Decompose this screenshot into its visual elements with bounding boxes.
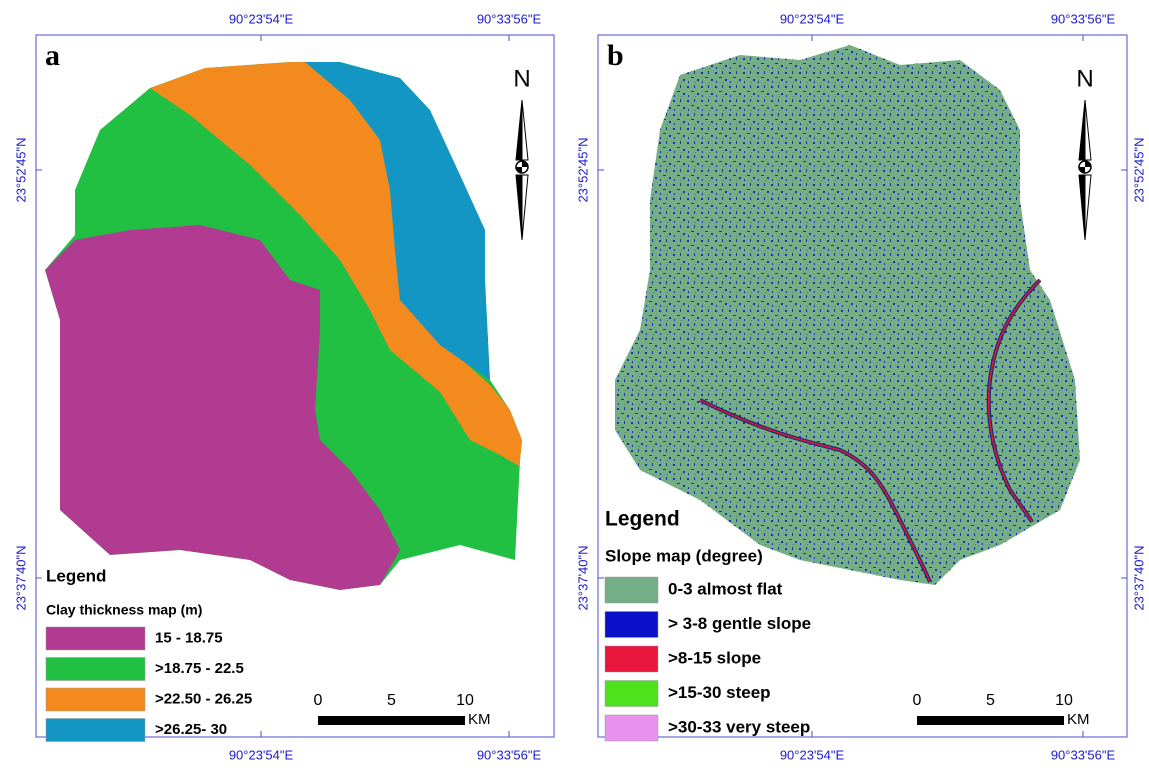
coord-label: 23°37'40"N — [1131, 545, 1146, 610]
coord-label: 23°37'40"N — [575, 545, 590, 610]
legend-swatch — [605, 577, 658, 603]
coord-label: 90°23'54"E — [780, 11, 845, 26]
scale-tick: 0 — [314, 692, 323, 709]
legend-label: >22.50 - 26.25 — [155, 690, 252, 707]
north-arrow — [1079, 175, 1085, 240]
north-arrow — [522, 100, 528, 160]
legend-swatch — [605, 646, 658, 672]
coord-label: 90°23'54"E — [780, 747, 845, 762]
north-arrow — [1085, 100, 1091, 160]
north-arrow — [1079, 100, 1085, 160]
scale-tick: 10 — [1055, 692, 1073, 709]
coord-label: 90°23'54"E — [229, 747, 294, 762]
scale-unit: KM — [1067, 711, 1090, 728]
legend-label: 15 - 18.75 — [155, 629, 223, 646]
legend-title: Legend — [46, 566, 106, 585]
panel-label: b — [607, 39, 624, 72]
coord-label: 23°52'45"N — [575, 137, 590, 202]
legend-label: > 3-8 gentle slope — [668, 614, 811, 633]
north-arrow — [516, 175, 522, 240]
panel-label: a — [45, 39, 60, 72]
scale-bar — [318, 716, 465, 725]
page: 90°23'54"E 90°33'56"E 90°23'54"E 90°33'56"E… — [0, 0, 1149, 772]
legend-swatch — [605, 715, 658, 741]
scale-tick: 10 — [456, 692, 474, 709]
coord-label: 23°52'45"N — [1131, 137, 1146, 202]
north-label: N — [1076, 65, 1093, 92]
north-label: N — [513, 65, 530, 92]
legend-label: >26.25- 30 — [155, 721, 227, 738]
legend-label: >15-30 steep — [668, 683, 771, 702]
legend-label: 0-3 almost flat — [668, 579, 783, 598]
north-arrow — [522, 175, 528, 240]
figure: 90°23'54"E 90°33'56"E 90°23'54"E 90°33'56"E… — [0, 0, 1149, 772]
legend-swatch — [46, 658, 145, 681]
legend-swatch — [46, 627, 145, 650]
coord-label: 90°33'56"E — [1051, 747, 1116, 762]
scale-tick: 0 — [913, 692, 922, 709]
legend-label: >30-33 very steep — [668, 717, 810, 736]
coord-label: 90°33'56"E — [477, 11, 542, 26]
legend-subtitle: Slope map (degree) — [605, 546, 763, 565]
scale-unit: KM — [468, 711, 491, 728]
legend-swatch — [46, 688, 145, 711]
north-arrow — [516, 100, 522, 160]
coord-label: 90°33'56"E — [477, 747, 542, 762]
coord-label: 23°52'45"N — [13, 137, 28, 202]
legend-swatch — [605, 612, 658, 638]
scale-bar — [917, 716, 1064, 725]
legend-swatch — [46, 719, 145, 742]
legend-subtitle: Clay thickness map (m) — [46, 602, 202, 618]
scale-tick: 5 — [387, 692, 396, 709]
coord-label: 90°23'54"E — [229, 11, 294, 26]
scale-tick: 5 — [986, 692, 995, 709]
legend-label: >8-15 slope — [668, 648, 761, 667]
coord-label: 23°37'40"N — [13, 545, 28, 610]
north-arrow — [1085, 175, 1091, 240]
legend-label: >18.75 - 22.5 — [155, 660, 244, 677]
legend-title: Legend — [605, 508, 680, 531]
legend-swatch — [605, 681, 658, 707]
clay-map — [0, 0, 600, 700]
coord-label: 90°33'56"E — [1051, 11, 1116, 26]
